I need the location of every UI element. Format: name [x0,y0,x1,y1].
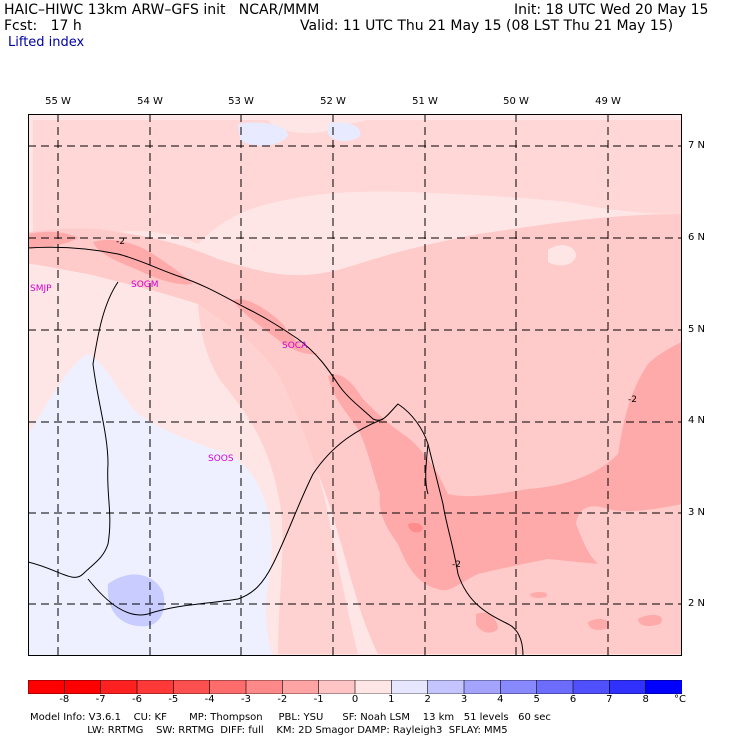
station-label: SMJP [30,284,52,294]
colorbar-swatch [463,680,502,694]
field-pocket [548,245,576,266]
lon-label: 49 W [595,96,621,107]
init-time: Init: 18 UTC Wed 20 May 15 [514,2,709,18]
colorbar-swatch [536,680,574,694]
station-label: SOOS [208,454,234,464]
model-info-line2: LW: RRTMG SW: RRTMG DIFF: full KM: 2D Sm… [30,725,508,736]
colorbar-swatch [28,680,66,694]
lat-label: 5 N [688,324,706,335]
lon-label: 54 W [137,96,163,107]
field-region-minus1-top [33,120,682,244]
model-info-line1: Model Info: V3.6.1 CU: KF MP: Thompson P… [30,712,551,723]
colorbar-swatch [245,680,284,694]
lat-label: 3 N [688,507,706,518]
colorbar-tick-label: 5 [533,694,540,705]
lat-label: 6 N [688,232,706,243]
colorbar-tick-label: 7 [606,694,613,705]
lon-label: 51 W [412,96,438,107]
field-region-minus2 [233,299,318,355]
station-label: SOGM [131,280,159,290]
colorbar-tick-label: -6 [132,694,142,705]
lat-label: 2 N [688,598,706,609]
forecast-hour: Fcst: 17 h [4,18,82,34]
colorbar-swatch [64,680,102,694]
border-river [425,443,429,495]
model-title: HAIC–HIWC 13km ARW–GFS init NCAR/MMM [4,2,320,18]
contour-label: -2 [452,560,461,570]
field-pocket-blue [238,122,288,146]
colorbar-tick-label: -3 [241,694,251,705]
coastline [28,246,524,656]
colorbar-tick-label: -1 [313,694,324,705]
colorbar-tick-label: 1 [388,694,395,705]
lon-label: 52 W [320,96,346,107]
colorbar-swatch [391,680,429,694]
colorbar-tick-label: -4 [204,694,215,705]
colorbar-swatch [500,680,538,694]
map-frame [28,114,682,656]
colorbar-swatch [318,680,356,694]
colorbar-tick-label: 2 [424,694,431,705]
border-guyana-suriname [28,281,119,578]
colorbar-tick-label: 8 [642,694,649,705]
field-region-minus2 [28,231,78,248]
colorbar-swatch [354,680,393,694]
colorbar-swatch [100,680,138,694]
lon-label: 50 W [503,96,529,107]
colorbar-tick-label: 0 [351,694,359,705]
colorbar-tick-label: -7 [95,694,106,705]
lat-label: 7 N [688,140,706,151]
colorbar-swatch [609,680,647,694]
colorbar-swatch [427,680,465,694]
colorbar-tick-label: -8 [59,694,70,705]
colorbar-unit: °C [674,694,686,705]
lon-label: 53 W [228,96,254,107]
station-label: SOCA [282,341,308,351]
contour-label: -2 [116,237,125,247]
colorbar-tick-label: 3 [460,694,468,705]
colorbar-tick-label: -2 [277,694,288,705]
colorbar-swatch [645,680,682,694]
field-region-minus2 [476,612,498,633]
field-region-minus2 [638,614,662,627]
colorbar-tick-label: 6 [569,694,577,705]
colorbar-tick-label: 4 [497,694,504,705]
lifted-index-map [28,114,682,656]
lon-label: 55 W [45,96,71,107]
border-suriname-brazil [87,418,384,616]
lat-label: 4 N [688,415,706,426]
field-pocket-blue [328,122,361,142]
colorbar-swatch [572,680,611,694]
field-region-minus3 [408,522,423,533]
colorbar-tick-label: -5 [168,694,179,705]
valid-time: Valid: 11 UTC Thu 21 May 15 (08 LST Thu … [300,18,674,34]
contour-label: -2 [628,395,637,405]
colorbar-swatch [282,680,320,694]
colorbar-swatch [209,680,247,694]
colorbar-swatch [136,680,175,694]
field-region-minus1-tongue [198,304,358,654]
colorbar [28,680,682,694]
lat-lon-grid [28,114,682,656]
colorbar-swatch [173,680,211,694]
field-region-minus2 [588,618,609,630]
field-name: Lifted index [8,35,85,50]
field-region-minus2 [530,591,547,598]
